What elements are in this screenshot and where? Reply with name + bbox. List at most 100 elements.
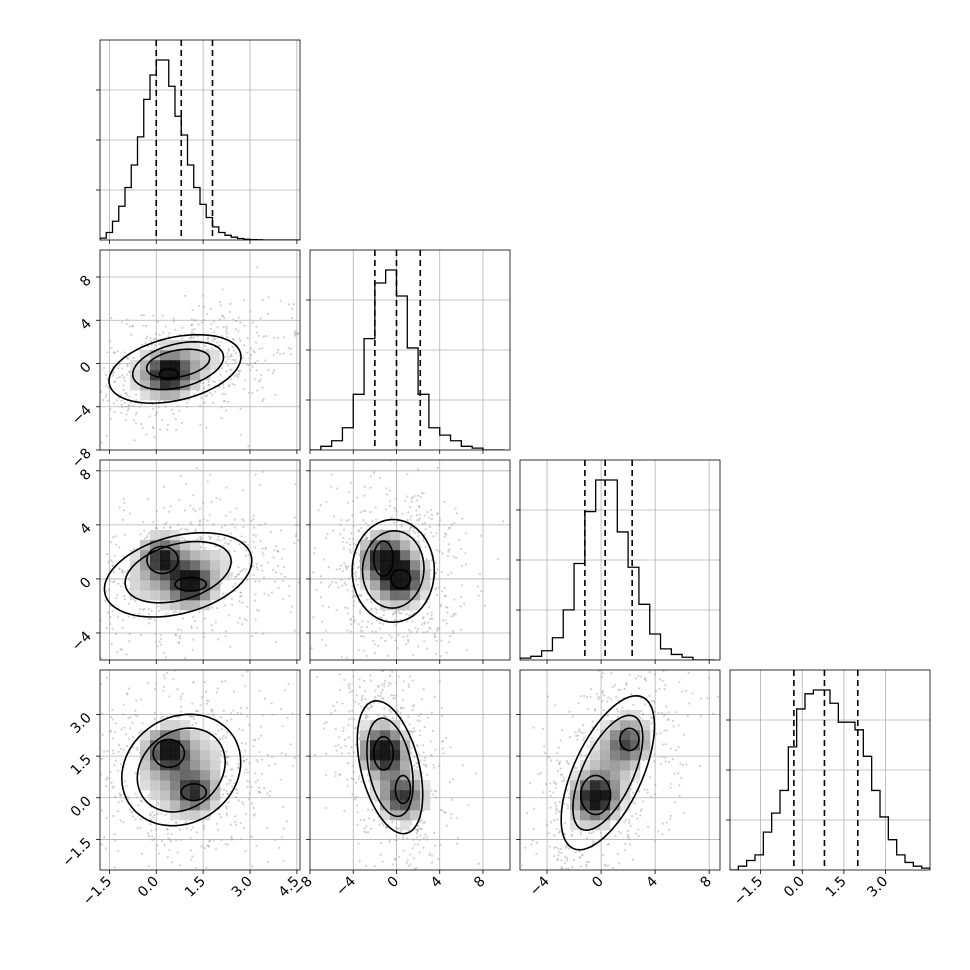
scatter-point <box>716 695 719 698</box>
scatter-point <box>275 544 278 548</box>
scatter-point <box>297 539 300 542</box>
scatter-point <box>216 828 220 831</box>
scatter-point <box>227 614 230 617</box>
scatter-point <box>620 649 622 651</box>
scatter-point <box>394 619 397 622</box>
scatter-point <box>353 727 357 730</box>
scatter-point <box>341 584 344 587</box>
scatter-point <box>440 639 443 642</box>
scatter-point <box>125 733 128 736</box>
scatter-point <box>312 616 315 619</box>
scatter-point <box>398 901 400 903</box>
scatter-point <box>541 903 543 905</box>
scatter-point <box>467 664 469 666</box>
scatter-point <box>184 528 187 531</box>
scatter-point <box>346 588 349 592</box>
scatter-point <box>174 328 177 331</box>
scatter-point <box>62 590 64 592</box>
scatter-point <box>238 617 241 620</box>
scatter-point <box>234 820 237 823</box>
scatter-point <box>418 729 422 732</box>
scatter-point <box>360 443 362 445</box>
density-cell <box>170 720 181 731</box>
scatter-point <box>249 347 253 350</box>
density-cell <box>160 570 171 581</box>
scatter-point <box>585 899 587 901</box>
scatter-point <box>228 310 231 313</box>
scatter-point <box>199 545 203 549</box>
scatter-point <box>567 917 569 919</box>
contour-line <box>146 545 179 575</box>
histogram-step <box>100 59 300 240</box>
scatter-point <box>224 360 228 363</box>
scatter-point <box>122 509 126 512</box>
scatter-point <box>445 887 447 889</box>
scatter-point <box>278 846 281 849</box>
density-cell <box>590 790 601 801</box>
scatter-point <box>106 750 109 753</box>
scatter-point <box>437 523 440 527</box>
scatter-point <box>392 697 395 700</box>
density-cell <box>400 810 411 821</box>
scatter-point <box>242 826 245 829</box>
scatter-point <box>360 626 363 629</box>
scatter-point <box>376 876 378 878</box>
scatter-point <box>403 499 407 503</box>
scatter-point <box>653 760 656 763</box>
scatter-point <box>184 656 187 660</box>
scatter-point <box>353 798 357 801</box>
scatter-point <box>180 705 183 708</box>
scatter-point <box>412 529 415 533</box>
scatter-point <box>552 846 556 849</box>
scatter-point <box>434 571 437 575</box>
scatter-point <box>631 858 634 861</box>
scatter-point <box>377 644 380 647</box>
scatter-point <box>426 621 429 624</box>
scatter-point <box>75 789 77 791</box>
scatter-point <box>208 537 212 540</box>
scatter-point <box>306 505 308 507</box>
scatter-point <box>424 546 427 549</box>
scatter-point <box>149 814 152 817</box>
density-cell <box>140 760 151 771</box>
scatter-point <box>576 734 580 737</box>
scatter-point <box>433 696 436 699</box>
density-cell <box>180 730 191 741</box>
scatter-point <box>294 334 297 337</box>
scatter-point <box>658 687 661 690</box>
scatter-point <box>334 771 337 774</box>
density-cell <box>390 560 401 571</box>
scatter-point <box>101 399 105 402</box>
scatter-contour-panel: −1.5 0.0 1.5 3.0 4.5−1.50.01.53.0 <box>59 669 303 909</box>
scatter-point <box>122 388 125 392</box>
scatter-point <box>139 698 143 701</box>
scatter-point <box>357 775 361 778</box>
scatter-point <box>347 501 350 504</box>
scatter-point <box>179 695 183 698</box>
density-cell <box>360 570 371 581</box>
scatter-point <box>682 642 684 644</box>
density-cell <box>170 790 181 801</box>
scatter-point <box>332 328 334 330</box>
scatter-point <box>202 518 205 521</box>
scatter-point <box>369 601 372 604</box>
density-cell <box>200 750 211 761</box>
scatter-point <box>147 622 150 625</box>
scatter-point <box>225 814 229 817</box>
scatter-point <box>253 813 257 816</box>
scatter-point <box>234 359 237 362</box>
scatter-point <box>95 395 97 397</box>
scatter-point <box>582 738 585 742</box>
y-tick-label: 0 <box>77 574 95 592</box>
scatter-point <box>203 846 206 850</box>
scatter-point <box>113 380 116 383</box>
scatter-point <box>108 776 111 780</box>
scatter-point <box>224 775 228 778</box>
scatter-point <box>203 617 207 620</box>
scatter-point <box>281 534 283 536</box>
scatter-point <box>219 341 222 344</box>
density-cell <box>370 760 381 771</box>
scatter-point <box>127 602 130 605</box>
scatter-point <box>253 772 257 775</box>
scatter-point <box>406 495 409 498</box>
